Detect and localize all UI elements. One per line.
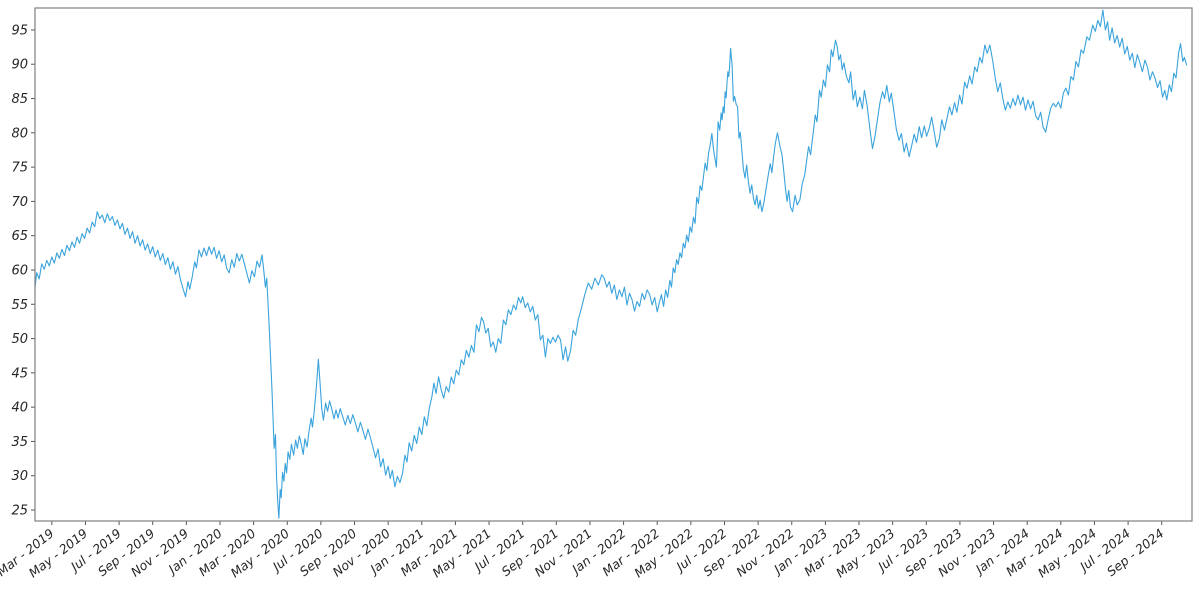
- y-tick-label: 80: [11, 126, 28, 141]
- series-group: [34, 9, 1188, 519]
- plot-area: [35, 8, 1192, 521]
- y-tick-label: 55: [11, 298, 28, 313]
- y-tick-label: 65: [11, 229, 28, 244]
- y-tick-label: 50: [11, 332, 28, 347]
- y-axis: 25 30 35 40 45 50 55 60 65 70 75 80 85 90 95: [11, 23, 35, 519]
- y-tick-label: 60: [11, 263, 28, 278]
- y-tick-label: 85: [11, 92, 28, 107]
- y-tick-label: 75: [11, 161, 28, 176]
- plot-border: [34, 7, 1193, 522]
- series-line-price: [34, 9, 1188, 519]
- y-tick-label: 70: [11, 195, 28, 210]
- y-tick-label: 30: [11, 469, 28, 484]
- y-tick-label: 25: [11, 504, 28, 519]
- y-tick-label: 40: [11, 401, 28, 416]
- y-tick-label: 35: [11, 435, 28, 450]
- y-tick-label: 45: [11, 366, 28, 381]
- y-tick-label: 90: [11, 58, 28, 73]
- y-tick-label: 95: [11, 23, 28, 38]
